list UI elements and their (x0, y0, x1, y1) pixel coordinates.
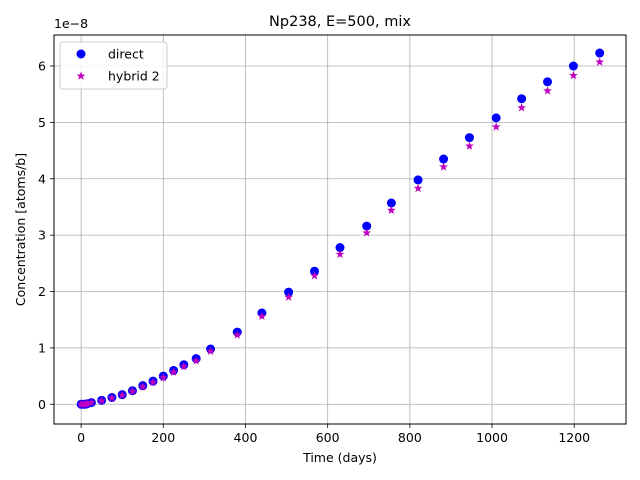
data-point (148, 377, 158, 386)
y-axis-offset-label: 1e−8 (54, 16, 88, 31)
data-point (310, 271, 319, 280)
series-2 (76, 57, 605, 408)
data-point (413, 175, 423, 185)
data-point (362, 221, 372, 231)
data-point (206, 346, 215, 355)
x-tick-label: 800 (398, 430, 422, 445)
grid (54, 35, 626, 424)
data-marks (76, 48, 605, 409)
data-point (362, 228, 372, 237)
data-point (107, 393, 117, 402)
data-point (464, 133, 474, 143)
data-point (335, 249, 345, 259)
x-tick-label: 400 (234, 430, 258, 445)
data-point (117, 390, 127, 399)
data-point (169, 367, 178, 376)
x-tick-label: 0 (77, 430, 85, 445)
data-point (491, 113, 501, 123)
data-point (97, 396, 107, 405)
y-tick-label: 5 (38, 115, 46, 130)
y-tick-label: 0 (38, 397, 46, 412)
legend-entry: hybrid 2 (76, 69, 160, 84)
data-point (138, 382, 148, 391)
legend-entry: direct (76, 47, 144, 62)
data-point (158, 373, 168, 382)
data-point (232, 330, 242, 339)
legend-label: hybrid 2 (108, 69, 160, 84)
data-point (386, 198, 396, 208)
x-axis-label: Time (days) (302, 450, 377, 465)
plot-area-frame (53, 34, 627, 425)
data-point (568, 61, 578, 71)
y-tick-label: 4 (38, 171, 46, 186)
data-point (517, 94, 527, 104)
data-point (82, 399, 92, 408)
data-point (413, 183, 423, 193)
y-tick-label: 1 (38, 340, 46, 355)
axis-ticks: 0 200 400 600 800 1000 1200 0 1 2 3 4 5 6 (38, 59, 590, 445)
data-point (335, 243, 345, 253)
data-point (284, 287, 294, 297)
data-point (257, 311, 267, 321)
data-point (595, 48, 605, 58)
data-point (386, 205, 396, 215)
chart-title: Np238, E=500, mix (269, 14, 411, 30)
legend-box (59, 41, 168, 90)
y-axis-label: Concentration [atoms/b] (13, 153, 28, 306)
y-tick-label: 3 (38, 228, 46, 243)
data-point (284, 292, 294, 301)
data-point (517, 103, 526, 112)
data-point (87, 397, 96, 407)
data-point (543, 86, 552, 95)
data-point (569, 70, 578, 80)
x-tick-label: 1200 (558, 430, 590, 445)
data-point (439, 162, 448, 171)
x-tick-label: 600 (316, 430, 340, 445)
legend-marker (76, 71, 86, 80)
data-point (543, 77, 553, 87)
data-point (491, 122, 501, 131)
y-tick-label: 6 (38, 59, 46, 74)
data-point (179, 361, 189, 371)
x-tick-label: 200 (151, 430, 175, 445)
legend-marker (76, 49, 86, 59)
legend-label: direct (108, 47, 144, 62)
data-point (595, 57, 605, 66)
data-point (465, 141, 474, 150)
x-tick-label: 1000 (476, 430, 508, 445)
legend: direct hybrid 2 (59, 41, 168, 90)
data-point (439, 154, 449, 164)
data-point (191, 356, 201, 365)
data-point (128, 386, 137, 396)
y-tick-label: 2 (38, 284, 46, 299)
